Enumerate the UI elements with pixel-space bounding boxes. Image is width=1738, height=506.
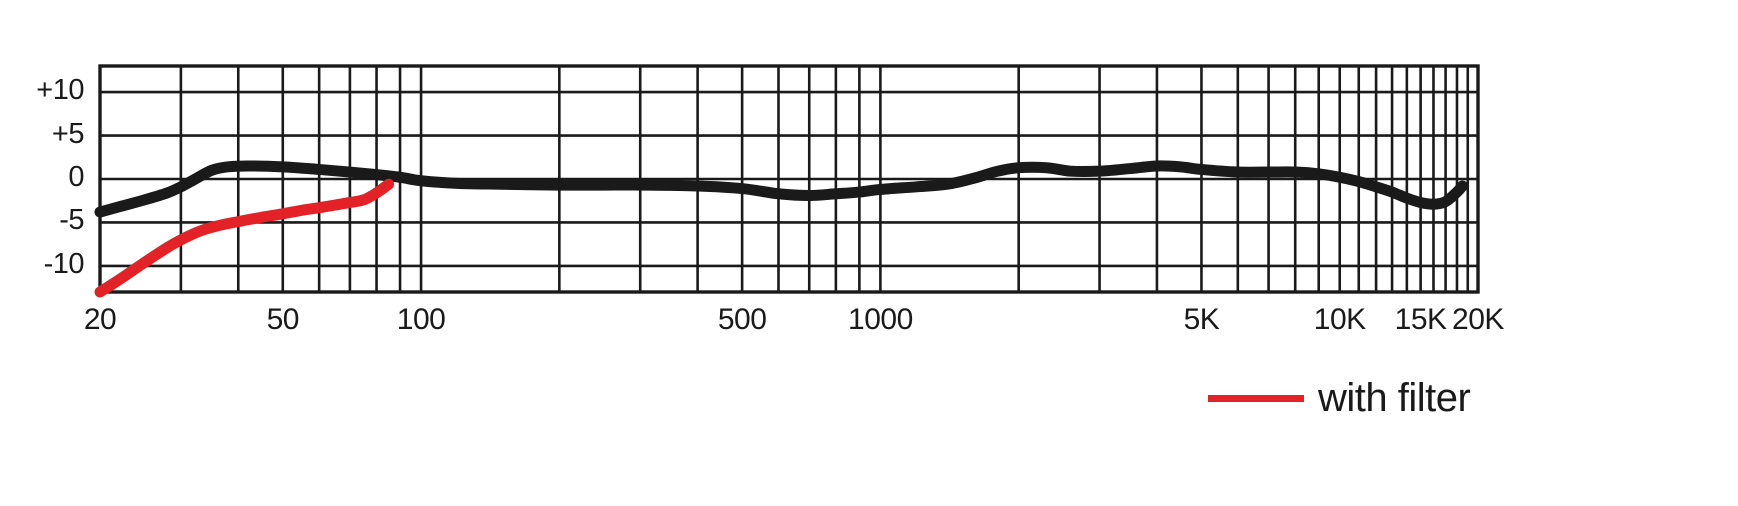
y-tick-label: -5 <box>59 204 84 237</box>
x-tick-label: 10K <box>1313 303 1366 336</box>
x-tick-label: 1000 <box>848 303 913 336</box>
x-tick-label: 50 <box>266 303 300 336</box>
x-tick-label: 100 <box>396 303 446 336</box>
plot-frame <box>98 64 1480 294</box>
y-tick-label: +5 <box>51 117 85 150</box>
grid-lines <box>98 66 1480 292</box>
series-group <box>94 160 1468 298</box>
x-tick-label: 20 <box>83 303 117 336</box>
x-tick-label: 500 <box>717 303 767 336</box>
y-tick-label: +10 <box>36 74 84 107</box>
legend-label-with-filter: with filter <box>1318 376 1471 420</box>
y-tick-label: -10 <box>43 247 85 280</box>
series-line-without-filter <box>94 160 1468 218</box>
chart-legend: with filter <box>1208 376 1471 420</box>
x-tick-label: 20K <box>1452 303 1504 336</box>
series-line-with-filter <box>94 178 395 298</box>
x-tick-label: 5K <box>1183 303 1220 336</box>
legend-swatch-with-filter <box>1208 394 1304 402</box>
y-tick-label: 0 <box>68 161 84 193</box>
x-tick-label: 15K <box>1394 303 1447 336</box>
